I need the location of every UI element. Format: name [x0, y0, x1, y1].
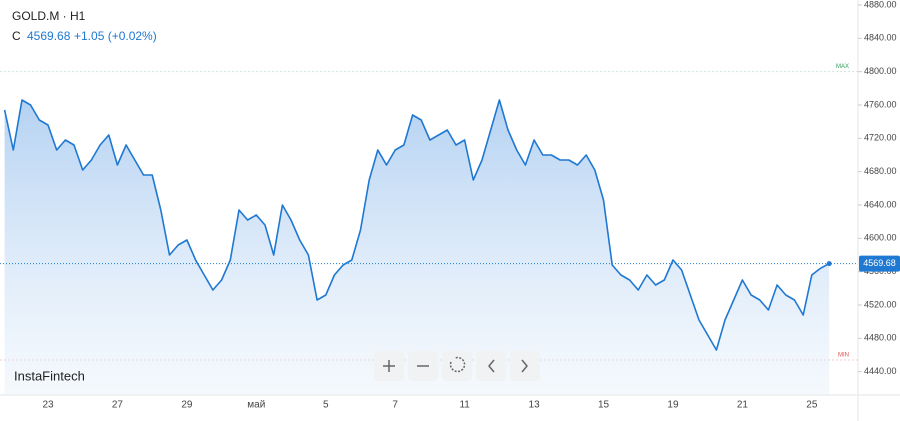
x-tick-label: 13: [529, 400, 541, 411]
last-point: [826, 261, 832, 267]
x-tick-label: 19: [667, 400, 679, 411]
x-tick-label: 7: [392, 400, 398, 411]
line: [3, 99, 830, 351]
y-tick-label: 4880.00: [864, 0, 897, 9]
price-change: +1.05 (+0.02%): [74, 29, 157, 43]
y-tick-label: 4440.00: [864, 366, 897, 376]
y-tick-label: 4480.00: [864, 333, 897, 343]
watermark: InstaFintech: [14, 368, 85, 383]
x-tick-label: 5: [323, 400, 329, 411]
plus-icon: [383, 360, 395, 372]
reset-icon: [449, 356, 466, 373]
scroll-right-button[interactable]: [510, 351, 540, 381]
y-tick-label: 4760.00: [864, 99, 897, 109]
left-icon: [488, 359, 495, 373]
y-tick-label: 4640.00: [864, 199, 897, 209]
right-icon: [521, 359, 528, 373]
x-tick-label: 11: [459, 400, 470, 411]
y-tick-label: 4600.00: [864, 233, 897, 243]
reset-button[interactable]: [442, 351, 472, 381]
x-tick-label: 27: [112, 400, 124, 411]
x-tick-label: 25: [806, 400, 818, 411]
y-tick-label: 4840.00: [864, 33, 897, 43]
y-tick-label: 4800.00: [864, 66, 897, 76]
price-tag-label: 4569.68: [863, 258, 896, 268]
x-tick-label: 29: [181, 400, 193, 411]
plot-area: [0, 71, 858, 395]
area: [4, 100, 830, 395]
toolbar: [374, 351, 540, 381]
price-tag: [859, 255, 900, 272]
x-tick-label: 15: [598, 400, 610, 411]
chart-title: GOLD.M · H1: [12, 9, 86, 23]
reference-label: MIN: [838, 353, 849, 359]
scroll-left-button[interactable]: [476, 351, 506, 381]
y-tick-label: 4520.00: [864, 299, 897, 309]
last-price: 4569.68: [27, 29, 71, 43]
y-tick-label: 4680.00: [864, 166, 897, 176]
x-tick-label: 21: [737, 400, 749, 411]
price-prefix: C: [12, 29, 21, 43]
x-tick-label: май: [247, 400, 265, 411]
reference-label: MAX: [836, 64, 849, 70]
x-tick-label: 23: [42, 400, 54, 411]
y-tick-label: 4720.00: [864, 133, 897, 143]
